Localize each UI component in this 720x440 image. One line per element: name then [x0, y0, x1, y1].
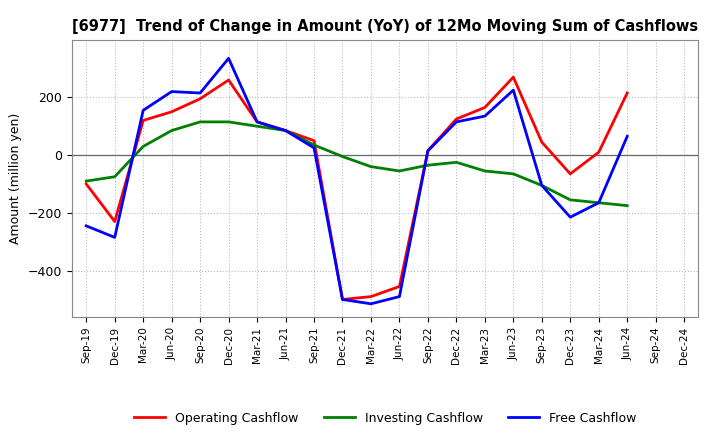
- Free Cashflow: [452, 119, 461, 125]
- Investing Cashflow: [167, 128, 176, 133]
- Investing Cashflow: [310, 143, 318, 148]
- Free Cashflow: [537, 183, 546, 188]
- Investing Cashflow: [338, 154, 347, 159]
- Operating Cashflow: [196, 96, 204, 102]
- Investing Cashflow: [423, 162, 432, 168]
- Operating Cashflow: [423, 148, 432, 154]
- Operating Cashflow: [366, 294, 375, 299]
- Investing Cashflow: [595, 200, 603, 205]
- Free Cashflow: [310, 145, 318, 150]
- Investing Cashflow: [395, 169, 404, 174]
- Operating Cashflow: [595, 150, 603, 155]
- Free Cashflow: [82, 223, 91, 228]
- Investing Cashflow: [196, 119, 204, 125]
- Operating Cashflow: [537, 139, 546, 145]
- Investing Cashflow: [566, 197, 575, 202]
- Investing Cashflow: [225, 119, 233, 125]
- Line: Free Cashflow: Free Cashflow: [86, 59, 627, 304]
- Legend: Operating Cashflow, Investing Cashflow, Free Cashflow: Operating Cashflow, Investing Cashflow, …: [134, 412, 636, 425]
- Free Cashflow: [423, 148, 432, 154]
- Operating Cashflow: [338, 297, 347, 302]
- Free Cashflow: [282, 128, 290, 133]
- Investing Cashflow: [480, 169, 489, 174]
- Free Cashflow: [566, 215, 575, 220]
- Free Cashflow: [509, 88, 518, 93]
- Operating Cashflow: [139, 118, 148, 123]
- Free Cashflow: [480, 114, 489, 119]
- Free Cashflow: [167, 89, 176, 94]
- Investing Cashflow: [366, 164, 375, 169]
- Operating Cashflow: [395, 284, 404, 289]
- Investing Cashflow: [623, 203, 631, 208]
- Investing Cashflow: [110, 174, 119, 180]
- Operating Cashflow: [480, 105, 489, 110]
- Investing Cashflow: [452, 160, 461, 165]
- Operating Cashflow: [623, 90, 631, 95]
- Free Cashflow: [595, 200, 603, 205]
- Y-axis label: Amount (million yen): Amount (million yen): [9, 113, 22, 244]
- Line: Investing Cashflow: Investing Cashflow: [86, 122, 627, 205]
- Operating Cashflow: [566, 171, 575, 176]
- Title: [6977]  Trend of Change in Amount (YoY) of 12Mo Moving Sum of Cashflows: [6977] Trend of Change in Amount (YoY) o…: [72, 19, 698, 34]
- Operating Cashflow: [82, 181, 91, 187]
- Investing Cashflow: [537, 183, 546, 188]
- Free Cashflow: [338, 297, 347, 302]
- Free Cashflow: [225, 56, 233, 61]
- Operating Cashflow: [110, 219, 119, 224]
- Free Cashflow: [366, 301, 375, 306]
- Free Cashflow: [395, 294, 404, 299]
- Investing Cashflow: [82, 179, 91, 184]
- Investing Cashflow: [139, 144, 148, 149]
- Free Cashflow: [196, 90, 204, 95]
- Operating Cashflow: [310, 138, 318, 143]
- Line: Operating Cashflow: Operating Cashflow: [86, 77, 627, 300]
- Operating Cashflow: [225, 77, 233, 83]
- Free Cashflow: [253, 119, 261, 125]
- Investing Cashflow: [509, 171, 518, 176]
- Free Cashflow: [623, 134, 631, 139]
- Operating Cashflow: [452, 116, 461, 121]
- Operating Cashflow: [167, 109, 176, 114]
- Operating Cashflow: [253, 119, 261, 125]
- Free Cashflow: [110, 235, 119, 240]
- Investing Cashflow: [253, 124, 261, 129]
- Operating Cashflow: [282, 128, 290, 133]
- Investing Cashflow: [282, 128, 290, 133]
- Free Cashflow: [139, 108, 148, 113]
- Operating Cashflow: [509, 74, 518, 80]
